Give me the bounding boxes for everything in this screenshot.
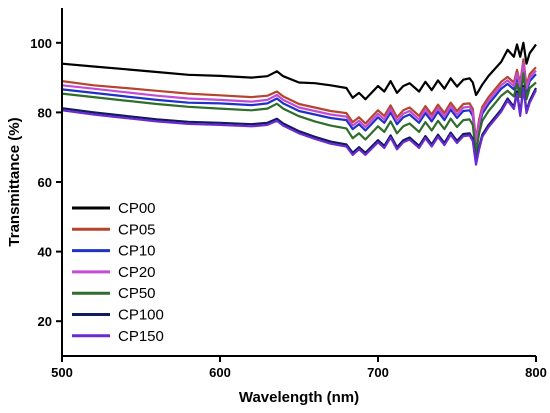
legend-label-cp20: CP20 [118,264,156,281]
x-tick-label: 700 [367,365,389,380]
legend-label-cp50: CP50 [118,285,156,302]
legend-label-cp00: CP00 [118,200,156,217]
axes [56,8,537,362]
y-tick-label: 20 [38,314,52,329]
series-line-cp10 [61,65,537,145]
legend-label-cp05: CP05 [118,221,156,238]
legend: CP00 CP05 CP10 CP20 CP50 CP100 CP150 [72,200,164,345]
x-axis-title: Wavelength (nm) [239,389,359,406]
series-line-cp00 [61,41,537,101]
series-line-cp150 [61,86,537,166]
series-line-cp05 [61,58,537,142]
x-tick-label: 800 [525,365,547,380]
tick-labels: 500 600 700 800 20 40 60 80 100 [30,36,547,380]
series-line-cp50 [61,72,537,156]
legend-label-cp150: CP150 [118,328,164,345]
y-tick-label: 100 [30,36,52,51]
y-tick-label: 80 [38,105,52,120]
x-tick-label: 500 [51,365,73,380]
y-axis-title: Transmittance (%) [6,117,23,246]
legend-label-cp10: CP10 [118,243,156,260]
legend-label-cp100: CP100 [118,307,164,324]
x-tick-label: 600 [209,365,231,380]
series-line-cp20 [61,61,537,144]
y-tick-label: 40 [38,245,52,260]
y-tick-label: 60 [38,175,52,190]
series-lines [61,41,537,166]
